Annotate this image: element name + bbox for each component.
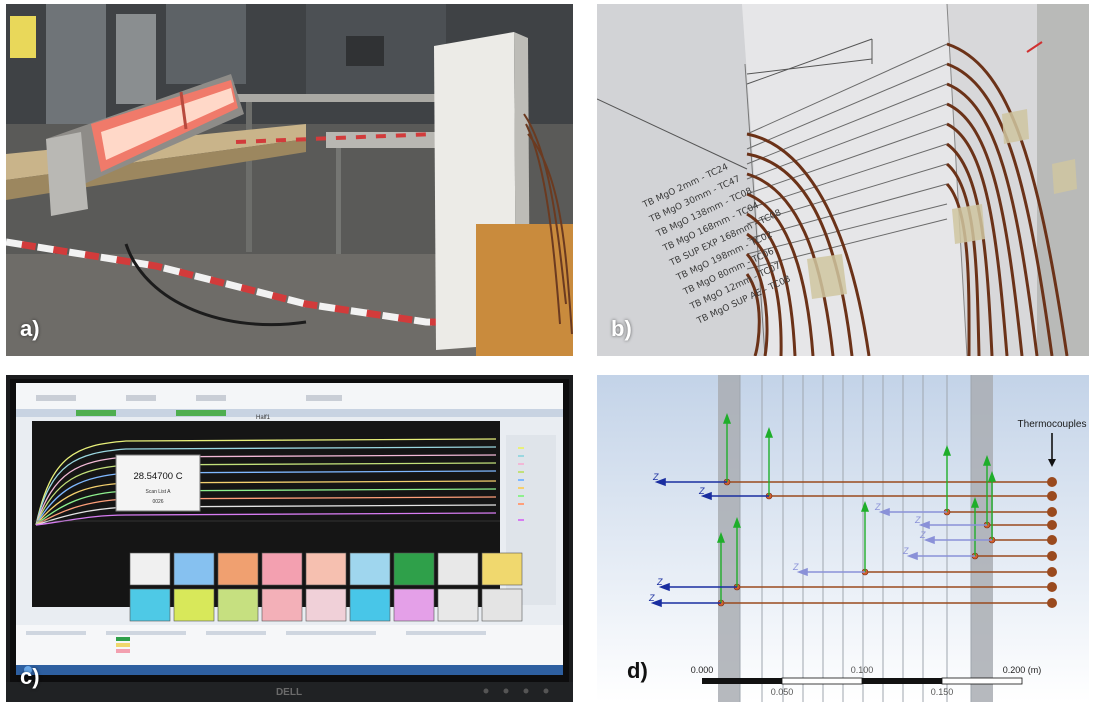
scale-tick-label: 0.200 (m) (1003, 665, 1042, 675)
chart-title: Half1 (256, 415, 271, 421)
axis-label-z: Z (656, 577, 663, 587)
popup-code: 0026 (152, 499, 163, 505)
thermocouples-callout: Thermocouples (1018, 419, 1087, 430)
board-scene: TB MgO 2mm - TC24 TB MgO 30mm - TC47 TB … (597, 4, 1089, 356)
panel-label-b: b) (611, 316, 632, 341)
scale-bar: 0.000 0.100 0.200 (m) 0.050 0.150 (691, 665, 1042, 697)
axis-label-z: Z (914, 515, 921, 525)
panel-a-heater-photo: a) (6, 4, 573, 356)
scale-tick-label: 0.100 (851, 665, 874, 675)
panel-d-simulation-model: Z Z Z Z Z Z Z Z Z Thermocouples 0.000 0.… (597, 375, 1089, 702)
scale-tick-label: 0.050 (771, 687, 794, 697)
axis-label-z: Z (919, 530, 926, 540)
axis-label-z: Z (792, 562, 799, 572)
panel-b-thermocouple-board: TB MgO 2mm - TC24 TB MgO 30mm - TC47 TB … (597, 4, 1089, 356)
monitor-brand: DELL (276, 687, 302, 698)
scale-tick-label: 0.150 (931, 687, 954, 697)
monitor-scene: Half1 (6, 375, 573, 702)
scale-tick-label: 0.000 (691, 665, 714, 675)
panel-label-c: c) (20, 664, 40, 689)
axis-label-z: Z (874, 502, 881, 512)
axis-label-z: Z (902, 546, 909, 556)
popup-value: 28.54700 C (133, 471, 182, 482)
popup-sub: Scan List A (145, 489, 171, 495)
axis-label-z: Z (652, 472, 659, 482)
panel-c-monitor-photo: Half1 (6, 375, 573, 702)
heater-scene (6, 4, 573, 356)
axis-label-z: Z (698, 486, 705, 496)
axis-label-z: Z (648, 593, 655, 603)
model-scene: Z Z Z Z Z Z Z Z Z Thermocouples 0.000 0.… (597, 375, 1089, 702)
panel-label-d: d) (627, 658, 648, 683)
panel-label-a: a) (20, 316, 40, 341)
